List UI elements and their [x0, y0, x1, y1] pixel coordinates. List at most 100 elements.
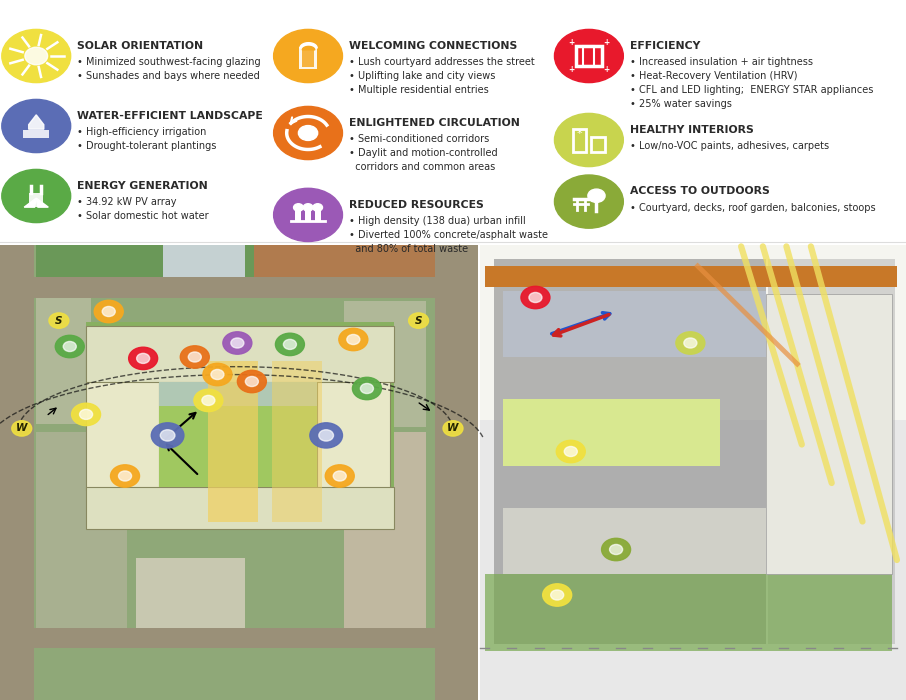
Text: • Sunshades and bays where needed: • Sunshades and bays where needed: [77, 71, 260, 81]
Text: • Semi-conditioned corridors: • Semi-conditioned corridors: [349, 134, 489, 144]
Bar: [86, 350, 159, 490]
Bar: [768, 259, 895, 644]
Polygon shape: [36, 198, 48, 207]
Text: W: W: [16, 424, 27, 433]
Bar: [494, 259, 766, 644]
Bar: [295, 209, 302, 220]
Circle shape: [24, 47, 48, 65]
Bar: [480, 245, 906, 420]
Circle shape: [602, 538, 631, 561]
Bar: [503, 290, 766, 357]
Circle shape: [529, 293, 542, 302]
Circle shape: [284, 340, 296, 349]
Bar: [36, 298, 91, 424]
Circle shape: [319, 430, 333, 441]
Circle shape: [554, 175, 623, 228]
Circle shape: [556, 440, 585, 463]
Circle shape: [63, 342, 76, 351]
Circle shape: [2, 99, 71, 153]
Bar: [299, 48, 317, 69]
Text: • High density (138 dua) urban infill: • High density (138 dua) urban infill: [349, 216, 525, 226]
Text: • Multiple residential entries: • Multiple residential entries: [349, 85, 488, 95]
Text: • Drought-tolerant plantings: • Drought-tolerant plantings: [77, 141, 217, 151]
Bar: [480, 245, 906, 700]
Text: ACCESS TO OUTDOORS: ACCESS TO OUTDOORS: [630, 186, 769, 196]
Text: EFFICIENCY: EFFICIENCY: [630, 41, 700, 50]
Text: *: *: [577, 129, 583, 139]
Circle shape: [588, 189, 605, 202]
Text: REDUCED RESOURCES: REDUCED RESOURCES: [349, 199, 484, 209]
Bar: [305, 209, 311, 220]
Circle shape: [554, 113, 623, 167]
Circle shape: [2, 169, 71, 223]
Bar: [583, 46, 594, 66]
Text: • High-efficiency irrigation: • High-efficiency irrigation: [77, 127, 207, 137]
Circle shape: [2, 29, 71, 83]
Circle shape: [347, 335, 360, 344]
Text: and 80% of total waste: and 80% of total waste: [349, 244, 467, 254]
Text: ENERGY GENERATION: ENERGY GENERATION: [77, 181, 207, 190]
Text: W: W: [448, 424, 458, 433]
Circle shape: [274, 188, 342, 241]
Text: WATER-EFFICIENT LANDSCAPE: WATER-EFFICIENT LANDSCAPE: [77, 111, 263, 120]
Text: • Lush courtyard addresses the street: • Lush courtyard addresses the street: [349, 57, 535, 67]
Bar: [86, 486, 394, 528]
Text: • Daylit and motion-controlled: • Daylit and motion-controlled: [349, 148, 497, 158]
Circle shape: [119, 471, 131, 481]
Circle shape: [223, 332, 252, 354]
Circle shape: [274, 29, 342, 83]
Circle shape: [160, 430, 175, 441]
Circle shape: [72, 403, 101, 426]
Text: S: S: [415, 316, 422, 326]
Circle shape: [129, 347, 158, 370]
Circle shape: [676, 332, 705, 354]
Text: • Minimized southwest-facing glazing: • Minimized southwest-facing glazing: [77, 57, 261, 67]
Circle shape: [684, 338, 697, 348]
Circle shape: [188, 352, 201, 362]
Circle shape: [211, 370, 224, 379]
Bar: [576, 46, 602, 66]
Bar: [86, 322, 394, 528]
Bar: [435, 245, 478, 700]
Text: • Heat-Recovery Ventilation (HRV): • Heat-Recovery Ventilation (HRV): [630, 71, 797, 81]
Text: • Courtyard, decks, roof garden, balconies, stoops: • Courtyard, decks, roof garden, balconi…: [630, 203, 875, 213]
Circle shape: [49, 313, 69, 328]
Bar: [36, 245, 435, 276]
Circle shape: [237, 370, 266, 393]
Text: • Low/no-VOC paints, adhesives, carpets: • Low/no-VOC paints, adhesives, carpets: [630, 141, 829, 151]
Bar: [208, 360, 258, 522]
Text: • Uplifting lake and city views: • Uplifting lake and city views: [349, 71, 496, 81]
Text: +: +: [568, 65, 574, 74]
Bar: [0, 276, 478, 298]
Text: corridors and common areas: corridors and common areas: [349, 162, 495, 172]
Circle shape: [610, 545, 622, 554]
Circle shape: [102, 307, 115, 316]
Circle shape: [521, 286, 550, 309]
Circle shape: [409, 313, 429, 328]
Circle shape: [111, 465, 140, 487]
Circle shape: [202, 395, 215, 405]
Circle shape: [137, 354, 149, 363]
Circle shape: [231, 338, 244, 348]
Circle shape: [274, 106, 342, 160]
Circle shape: [94, 300, 123, 323]
Bar: [344, 432, 426, 628]
Bar: [0, 628, 478, 648]
Circle shape: [298, 125, 318, 141]
Circle shape: [203, 363, 232, 386]
Bar: [503, 399, 720, 466]
Bar: [591, 137, 605, 152]
Text: • Solar domestic hot water: • Solar domestic hot water: [77, 211, 208, 221]
Circle shape: [554, 29, 623, 83]
Circle shape: [275, 333, 304, 356]
Text: +: +: [603, 38, 610, 47]
Bar: [503, 508, 766, 574]
Circle shape: [151, 423, 184, 448]
Circle shape: [313, 204, 323, 211]
Text: • Increased insulation + air tightness: • Increased insulation + air tightness: [630, 57, 813, 67]
Bar: [314, 209, 321, 220]
Circle shape: [294, 204, 304, 211]
Circle shape: [246, 377, 258, 386]
Circle shape: [194, 389, 223, 412]
Circle shape: [443, 421, 463, 436]
